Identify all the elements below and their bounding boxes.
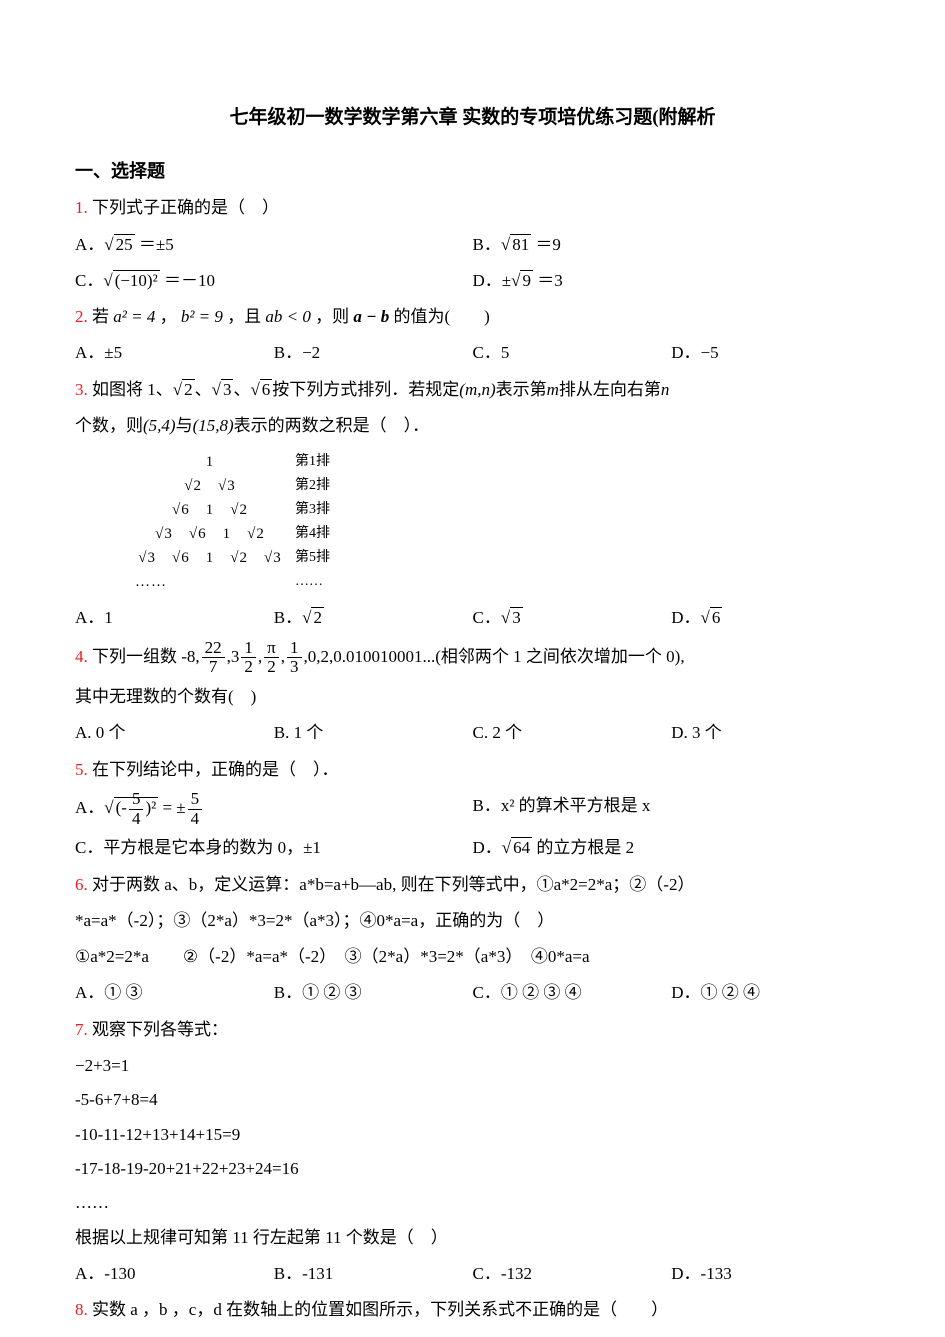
q5-options-row2: C．平方根是它本身的数为 0，±1 D．64 的立方根是 2 <box>75 832 870 864</box>
q4-options: A. 0 个 B. 1 个 C. 2 个 D. 3 个 <box>75 717 870 749</box>
option-c: C．-132 <box>473 1258 672 1290</box>
question-4: 4. 下列一组数 -8,227,312,π2,13,0,2,0.01001000… <box>75 639 870 677</box>
option-d: D．-133 <box>671 1258 870 1290</box>
option-c: C．平方根是它本身的数为 0，±1 <box>75 832 473 864</box>
option-d: D. 3 个 <box>671 717 870 749</box>
question-7: 7. 观察下列各等式： <box>75 1014 870 1046</box>
option-b: B．−2 <box>274 337 473 369</box>
option-a: A．25 ＝±5 <box>75 229 473 261</box>
q1-options-row2: C．(−10)² ＝－10 D．±9 ＝3 <box>75 265 870 297</box>
q2-options: A．±5 B．−2 C．5 D．−5 <box>75 337 870 369</box>
option-c: C．5 <box>473 337 672 369</box>
question-number: 2. <box>75 307 88 326</box>
option-b: B．x² 的算术平方根是 x <box>473 790 871 828</box>
question-4-line2: 其中无理数的个数有( ) <box>75 681 870 713</box>
question-number: 1. <box>75 198 88 217</box>
question-7-line2: 根据以上规律可知第 11 行左起第 11 个数是（ ） <box>75 1222 870 1254</box>
question-2: 2. 若 a² = 4 ， b² = 9 ，且 ab < 0 ，则 a − b … <box>75 301 870 333</box>
question-6-line2: *a=a*（-2）；③（2*a）*3=2*（a*3）；④0*a=a，正确的为（ … <box>75 905 870 937</box>
question-number: 5. <box>75 760 88 779</box>
question-8: 8. 实数 a ，b ，c，d 在数轴上的位置如图所示，下列关系式不正确的是（ … <box>75 1294 870 1326</box>
option-d: D．① ② ④ <box>671 977 870 1009</box>
question-text: 下列式子正确的是（ ） <box>92 198 279 217</box>
equation-1: −2+3=1 <box>75 1050 870 1082</box>
question-number: 8. <box>75 1300 88 1319</box>
equation-3: -10-11-12+13+14+15=9 <box>75 1119 870 1151</box>
option-d: D．−5 <box>671 337 870 369</box>
option-d: D．±9 ＝3 <box>473 265 871 297</box>
question-1: 1. 下列式子正确的是（ ） <box>75 192 870 224</box>
option-b: B．81 ＝9 <box>473 229 871 261</box>
question-number: 7. <box>75 1020 88 1039</box>
section-header: 一、选择题 <box>75 154 870 188</box>
equation-4: -17-18-19-20+21+22+23+24=16 <box>75 1153 870 1185</box>
option-b: B．2 <box>274 602 473 634</box>
equation-2: -5-6+7+8=4 <box>75 1084 870 1116</box>
q5-options-row1: A．(-54)² = ±54 B．x² 的算术平方根是 x <box>75 790 870 828</box>
triangle-diagram: 1第1排 √2 √3第2排 √6 1 √2第3排 √3 √6 1 √2第4排 √… <box>125 450 870 594</box>
option-c: C．① ② ③ ④ <box>473 977 672 1009</box>
q6-options: A．① ③ B．① ② ③ C．① ② ③ ④ D．① ② ④ <box>75 977 870 1009</box>
option-c: C. 2 个 <box>473 717 672 749</box>
q7-options: A．-130 B．-131 C．-132 D．-133 <box>75 1258 870 1290</box>
question-3: 3. 如图将 1、2、3、6按下列方式排列．若规定(m,n)表示第m排从左向右第… <box>75 374 870 406</box>
option-b: B．① ② ③ <box>274 977 473 1009</box>
option-b: B．-131 <box>274 1258 473 1290</box>
q1-options-row1: A．25 ＝±5 B．81 ＝9 <box>75 229 870 261</box>
question-6: 6. 对于两数 a、b，定义运算：a*b=a+b—ab, 则在下列等式中，①a*… <box>75 869 870 901</box>
question-3-line2: 个数，则(5,4)与(15,8)表示的两数之积是（ ）． <box>75 410 870 442</box>
option-a: A．-130 <box>75 1258 274 1290</box>
equation-dots: …… <box>75 1187 870 1219</box>
question-number: 4. <box>75 647 88 666</box>
option-a: A．1 <box>75 602 274 634</box>
q3-options: A．1 B．2 C．3 D．6 <box>75 602 870 634</box>
question-5: 5. 在下列结论中，正确的是（ ）． <box>75 754 870 786</box>
option-c: C．3 <box>473 602 672 634</box>
option-b: B. 1 个 <box>274 717 473 749</box>
option-d: D．6 <box>671 602 870 634</box>
question-6-line3: ①a*2=2*a ②（-2）*a=a*（-2） ③（2*a）*3=2*（a*3）… <box>75 941 870 973</box>
option-a: A. 0 个 <box>75 717 274 749</box>
question-number: 6. <box>75 875 88 894</box>
question-number: 3. <box>75 380 88 399</box>
option-a: A．(-54)² = ±54 <box>75 790 473 828</box>
option-a: A．±5 <box>75 337 274 369</box>
option-c: C．(−10)² ＝－10 <box>75 265 473 297</box>
option-d: D．64 的立方根是 2 <box>473 832 871 864</box>
option-a: A．① ③ <box>75 977 274 1009</box>
document-title: 七年级初一数学数学第六章 实数的专项培优练习题(附解析 <box>75 100 870 136</box>
